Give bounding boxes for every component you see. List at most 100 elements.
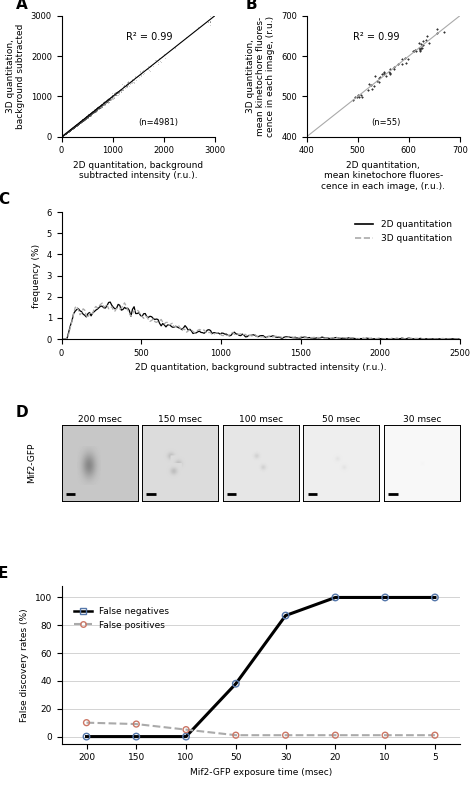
Point [68,123,75,135]
Point [81,112,89,124]
Point [69,122,77,134]
Point [95,100,102,113]
Point [64,126,71,138]
Point [122,78,129,90]
Point [80,112,87,125]
Point [66,124,74,137]
Point [74,116,82,129]
Point [73,119,81,131]
Point [67,123,74,136]
Point [59,130,67,142]
Point [70,122,77,134]
Point [88,106,96,119]
Point [64,126,71,138]
Point [69,122,76,134]
Point [94,102,101,115]
Point [62,127,69,140]
Point [63,127,70,139]
Point [62,127,69,140]
Point [77,116,84,129]
Point [120,80,128,93]
Point [85,108,93,121]
Point [70,121,77,134]
Point [60,129,67,142]
Point [65,124,73,137]
Point [66,124,73,137]
Point [120,81,128,93]
Point [74,118,82,131]
Legend: 2D quantitation, 3D quantitation: 2D quantitation, 3D quantitation [352,217,455,246]
Point [64,126,71,138]
Point [69,122,77,134]
Point [74,118,82,131]
Point [80,114,87,127]
Point [68,122,75,134]
Point [66,124,73,137]
Point [68,123,76,135]
Point [79,113,87,126]
Point [78,114,85,127]
Point [71,120,78,133]
Point [62,127,70,140]
Point [71,120,78,133]
Point [75,116,82,129]
Point [100,97,107,110]
Point [62,127,70,140]
Point [88,107,95,119]
Point [65,124,73,137]
Point [98,97,106,110]
Point [65,125,73,138]
Point [79,114,86,127]
Point [431,591,438,604]
Point [72,119,80,131]
Point [66,123,73,136]
Point [72,120,79,133]
Point [101,97,109,109]
Point [96,101,103,114]
Point [102,95,109,108]
Point [73,118,81,131]
Point [73,118,81,131]
Point [65,124,73,137]
Point [70,121,78,134]
Point [75,117,83,130]
Point [87,109,95,122]
Point [64,125,72,138]
Point [95,100,102,113]
Point [61,128,68,141]
Point [70,121,77,134]
Point [120,79,128,92]
Point [76,116,84,129]
Point [76,115,84,128]
Point [65,125,73,138]
Point [100,98,107,111]
Point [65,124,73,137]
Point [66,123,74,136]
Point [63,127,71,139]
Point [59,130,67,142]
Point [62,127,70,140]
Point [106,92,113,104]
Point [123,80,130,93]
2D quantitation [107,297,113,307]
Point [64,125,72,138]
Point [67,123,75,135]
Point [74,117,82,130]
Point [71,120,78,133]
Point [65,124,73,137]
Point [82,111,90,123]
Point [65,125,73,138]
Point [88,107,95,119]
Point [62,127,70,140]
Point [78,115,86,127]
Point [90,104,98,116]
Point [64,127,71,139]
Point [68,123,76,135]
Point [63,127,70,139]
Point [62,127,70,140]
Point [64,125,72,138]
Point [98,99,105,112]
Point [82,111,90,123]
Point [73,118,81,131]
Point [63,127,71,139]
